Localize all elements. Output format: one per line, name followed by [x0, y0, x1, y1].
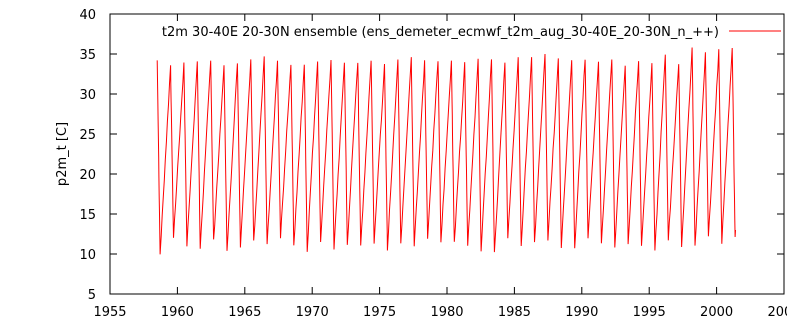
plot-frame: [109, 13, 785, 295]
x-tick-label: 1960: [161, 305, 194, 320]
x-tick-label: 1965: [228, 305, 261, 320]
y-tick-label: 35: [79, 48, 96, 63]
x-tick-label: 1985: [498, 305, 531, 320]
axis-ticks: 5 10 15 20 25 30 35 40 1955 1960 1965 1970 1975 1980 1…: [79, 8, 787, 320]
y-tick-label: 30: [79, 88, 96, 103]
y-tick-label: 40: [79, 8, 96, 23]
series-layer: [156, 47, 736, 255]
y-tick-label: 25: [79, 128, 96, 143]
x-tick-label: 2000: [700, 305, 733, 320]
legend-entry-label: t2m 30-40E 20-30N ensemble (ens_demeter_…: [162, 25, 719, 40]
x-tick-label: 2005: [767, 305, 787, 320]
y-tick-label: 15: [79, 208, 96, 223]
x-tick-label: 1990: [565, 305, 598, 320]
y-axis-label: p2m_t [C]: [55, 122, 70, 186]
y-tick-label: 10: [79, 248, 96, 263]
series-line: [156, 47, 736, 255]
y-tick-label: 5: [88, 288, 96, 303]
x-tick-label: 1975: [363, 305, 396, 320]
y-tick-label: 20: [79, 168, 96, 183]
x-tick-label: 1955: [93, 305, 126, 320]
legend: t2m 30-40E 20-30N ensemble (ens_demeter_…: [162, 25, 781, 40]
x-tick-label: 1970: [296, 305, 329, 320]
x-tick-label: 1995: [633, 305, 666, 320]
x-tick-label: 1980: [430, 305, 463, 320]
